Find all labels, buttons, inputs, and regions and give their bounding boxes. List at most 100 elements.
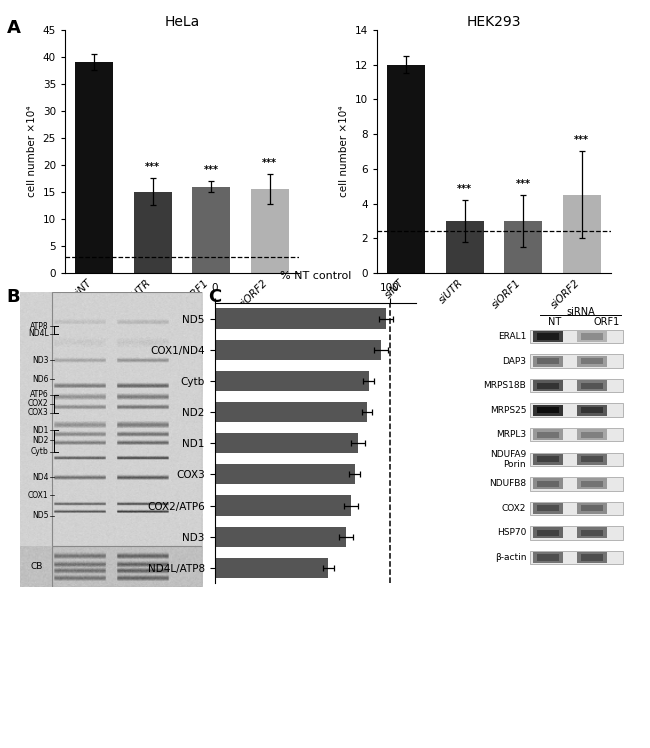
Bar bbox=[533, 527, 564, 539]
Text: C: C bbox=[208, 288, 221, 306]
Text: ND5: ND5 bbox=[32, 511, 49, 520]
Bar bbox=[577, 503, 607, 514]
Text: ***: *** bbox=[203, 165, 219, 175]
Text: β-actin: β-actin bbox=[495, 553, 526, 562]
Text: HSP70: HSP70 bbox=[497, 528, 526, 537]
Y-axis label: cell number ×10⁴: cell number ×10⁴ bbox=[339, 105, 349, 197]
Bar bbox=[52, 546, 202, 587]
Text: MRPS18B: MRPS18B bbox=[484, 381, 526, 390]
Text: NDUFA9
Porin: NDUFA9 Porin bbox=[490, 450, 526, 469]
Text: COX2: COX2 bbox=[502, 504, 526, 513]
Text: siRNA: siRNA bbox=[25, 569, 51, 578]
Text: A: A bbox=[6, 19, 20, 37]
Bar bbox=[577, 355, 607, 367]
Text: ***: *** bbox=[574, 135, 590, 145]
Text: COX2: COX2 bbox=[28, 399, 49, 408]
Text: ***: *** bbox=[515, 179, 531, 188]
Bar bbox=[214, 308, 386, 328]
Bar bbox=[52, 292, 202, 546]
Bar bbox=[214, 402, 367, 422]
Text: B: B bbox=[6, 288, 20, 306]
Bar bbox=[577, 454, 607, 465]
Bar bbox=[446, 221, 484, 273]
Bar bbox=[580, 334, 603, 340]
Title: HeLa: HeLa bbox=[164, 15, 200, 28]
Bar bbox=[530, 551, 623, 564]
Bar bbox=[580, 456, 603, 462]
Bar bbox=[214, 465, 355, 485]
Bar bbox=[530, 453, 623, 466]
Bar bbox=[533, 429, 564, 440]
Bar bbox=[530, 403, 623, 417]
Bar bbox=[538, 358, 560, 364]
Text: ND2: ND2 bbox=[32, 436, 49, 445]
Bar bbox=[538, 530, 560, 536]
Text: ND4L: ND4L bbox=[28, 329, 49, 338]
Bar bbox=[538, 432, 560, 438]
Text: ERAL1: ERAL1 bbox=[498, 332, 526, 341]
Bar bbox=[214, 340, 381, 360]
Bar bbox=[251, 189, 289, 273]
Bar bbox=[214, 527, 346, 547]
Text: Cytb: Cytb bbox=[31, 447, 49, 456]
Bar bbox=[214, 495, 351, 515]
Bar bbox=[533, 405, 564, 416]
Bar bbox=[533, 380, 564, 391]
Title: HEK293: HEK293 bbox=[467, 15, 521, 28]
Bar bbox=[214, 371, 369, 391]
Text: ORF1: ORF1 bbox=[593, 317, 620, 327]
Text: COX1: COX1 bbox=[28, 491, 49, 500]
Bar bbox=[538, 505, 560, 512]
Bar bbox=[504, 221, 542, 273]
Bar bbox=[577, 552, 607, 563]
Bar bbox=[192, 186, 230, 273]
Bar bbox=[533, 479, 564, 489]
Bar bbox=[577, 331, 607, 342]
Bar bbox=[214, 558, 328, 578]
Text: ***: *** bbox=[145, 162, 161, 172]
Bar bbox=[533, 454, 564, 465]
Text: ND4: ND4 bbox=[32, 473, 49, 482]
Bar bbox=[530, 330, 623, 343]
Text: COX3: COX3 bbox=[28, 408, 49, 417]
Bar bbox=[580, 530, 603, 536]
Bar bbox=[533, 503, 564, 514]
Bar bbox=[530, 477, 623, 491]
Bar bbox=[75, 62, 113, 273]
Bar bbox=[533, 331, 564, 342]
Y-axis label: cell number ×10⁴: cell number ×10⁴ bbox=[27, 105, 37, 197]
Bar bbox=[533, 355, 564, 367]
Bar bbox=[580, 481, 603, 487]
Text: NDUFB8: NDUFB8 bbox=[489, 479, 526, 488]
Bar bbox=[580, 382, 603, 389]
X-axis label: % NT control: % NT control bbox=[280, 271, 351, 281]
Bar bbox=[580, 407, 603, 414]
Bar bbox=[580, 554, 603, 560]
Bar bbox=[134, 192, 172, 273]
Text: NT: NT bbox=[84, 557, 97, 565]
Bar bbox=[563, 195, 601, 273]
Text: ORF1: ORF1 bbox=[135, 557, 159, 565]
Bar bbox=[530, 428, 623, 441]
Bar bbox=[530, 526, 623, 539]
Bar bbox=[580, 432, 603, 438]
Text: MRPS25: MRPS25 bbox=[489, 405, 526, 414]
Bar bbox=[577, 479, 607, 489]
Bar bbox=[214, 433, 358, 453]
Bar bbox=[533, 552, 564, 563]
Text: MRPL3: MRPL3 bbox=[496, 430, 526, 439]
Bar bbox=[577, 527, 607, 539]
Text: ***: *** bbox=[262, 158, 278, 168]
Text: siRNA: siRNA bbox=[566, 307, 595, 317]
Text: ATP6: ATP6 bbox=[30, 390, 49, 399]
Bar bbox=[577, 405, 607, 416]
Text: CB: CB bbox=[31, 562, 43, 571]
Bar bbox=[538, 456, 560, 462]
Bar bbox=[538, 334, 560, 340]
Bar bbox=[580, 505, 603, 512]
Bar bbox=[577, 429, 607, 440]
Bar bbox=[538, 481, 560, 487]
Text: ND1: ND1 bbox=[32, 426, 49, 435]
Bar bbox=[530, 379, 623, 393]
Bar bbox=[580, 358, 603, 364]
